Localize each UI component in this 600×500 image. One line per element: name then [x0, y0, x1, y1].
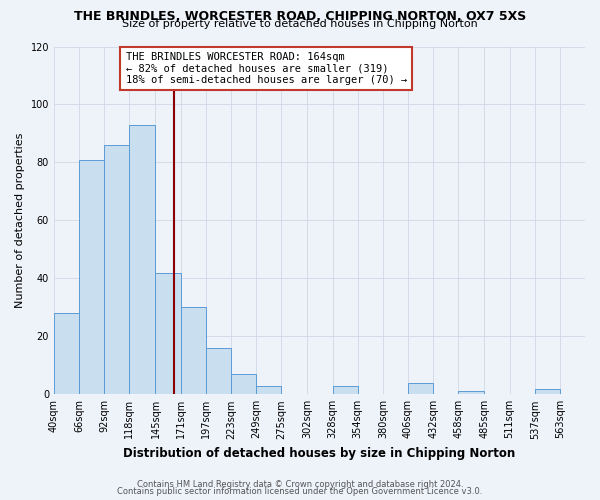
Bar [54, 313, 79, 394]
Bar [408, 382, 433, 394]
Text: THE BRINDLES WORCESTER ROAD: 164sqm
← 82% of detached houses are smaller (319)
1: THE BRINDLES WORCESTER ROAD: 164sqm ← 82… [125, 52, 407, 85]
Text: Contains HM Land Registry data © Crown copyright and database right 2024.: Contains HM Land Registry data © Crown c… [137, 480, 463, 489]
Bar [130, 125, 155, 394]
Text: Contains public sector information licensed under the Open Government Licence v3: Contains public sector information licen… [118, 487, 482, 496]
Bar [181, 308, 206, 394]
Y-axis label: Number of detached properties: Number of detached properties [15, 132, 25, 308]
Bar [458, 392, 484, 394]
Bar [256, 386, 281, 394]
Bar [332, 386, 358, 394]
X-axis label: Distribution of detached houses by size in Chipping Norton: Distribution of detached houses by size … [124, 447, 515, 460]
Bar [155, 272, 181, 394]
Bar [206, 348, 231, 395]
Bar [535, 388, 560, 394]
Bar [79, 160, 104, 394]
Bar [231, 374, 256, 394]
Bar [104, 145, 130, 394]
Text: Size of property relative to detached houses in Chipping Norton: Size of property relative to detached ho… [122, 19, 478, 29]
Text: THE BRINDLES, WORCESTER ROAD, CHIPPING NORTON, OX7 5XS: THE BRINDLES, WORCESTER ROAD, CHIPPING N… [74, 10, 526, 23]
